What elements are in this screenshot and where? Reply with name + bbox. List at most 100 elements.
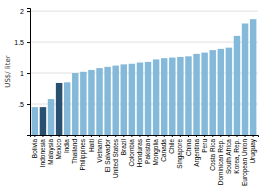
bar [185,56,191,135]
x-tick-label: European Union [241,139,249,186]
x-tick-mark [164,135,165,137]
x-tick: Thailand [71,135,78,164]
bar [32,107,38,135]
bar [137,63,143,135]
bars [32,19,257,135]
x-tick-label: Costa Rica [209,139,216,171]
x-tick-mark [123,135,124,137]
x-tick-label: Philippines [79,138,87,170]
bar [145,62,151,135]
x-tick-mark [236,135,237,137]
x-tick-mark [156,135,157,137]
bar [234,36,240,135]
bar [129,64,135,135]
x-tick: Honduras [136,135,143,167]
x-tick: Colombia [128,135,135,166]
x-axis: BoliviaIndonesiaMalaysiaMexicoIndiaThail… [31,135,259,186]
x-tick-label: United States [112,138,119,178]
x-tick-mark [228,135,229,137]
x-tick: Mongolia [152,135,160,165]
bar [250,19,256,135]
bar [218,49,224,135]
x-tick: Canada [160,135,167,162]
x-tick-label: Brazil [120,138,127,155]
x-tick-label: Thailand [71,139,78,164]
x-tick-label: El Salvador [104,138,111,172]
y-tick-mark [27,11,30,12]
x-tick-label: Bolivia [31,139,38,159]
x-tick-mark [42,135,43,137]
x-tick: European Union [241,135,249,186]
x-tick-mark [172,135,173,137]
bar [104,67,110,135]
bar [40,107,46,135]
bar [209,50,215,135]
x-tick-label: Chile [168,139,175,154]
bar [48,99,54,135]
x-tick-mark [204,135,205,137]
x-tick-mark [83,135,84,137]
x-tick: China [185,135,192,156]
x-tick-label: Mexico [55,139,62,160]
y-tick-mark [27,42,30,43]
y-tick-mark [27,73,30,74]
x-tick-label: Honduras [136,138,143,167]
y-tick-label: 1 [20,70,24,77]
x-tick: Indonesia [39,135,46,167]
x-tick-mark [180,135,181,137]
x-tick-label: Colombia [128,139,135,167]
x-tick: Brazil [120,135,127,155]
x-tick: Bolivia [31,135,38,158]
bar [169,58,175,135]
x-tick-mark [220,135,221,137]
x-tick-label: South Africa [225,139,232,174]
x-tick-label: Peru [201,139,208,153]
x-tick-label: Mongolia [152,139,160,166]
x-tick: Philippines [79,135,87,170]
x-tick: South Africa [225,135,232,174]
x-tick: Chile [168,135,175,154]
y-tick-label: 1.5 [14,39,24,46]
x-tick: India [63,135,70,153]
bar [226,48,232,135]
x-tick-mark [99,135,100,137]
x-tick-mark [188,135,189,137]
x-tick-mark [196,135,197,137]
x-tick-label: Indonesia [39,139,46,168]
y-tick: .5 [18,101,30,108]
y-tick-mark [27,104,30,105]
x-tick-mark [148,135,149,137]
bar [112,66,118,135]
bar [153,59,159,135]
bar [201,53,207,135]
y-tick: 2 [20,8,30,15]
x-tick-label: Haiti [88,139,95,152]
x-tick-label: India [63,139,70,153]
x-tick: Singapore [176,135,184,169]
x-tick-mark [139,135,140,137]
x-tick-mark [34,135,35,137]
x-tick-label: Uruguay [249,138,257,163]
x-axis-line [31,136,259,138]
x-tick-label: China [185,139,192,156]
bar [96,68,102,135]
bar [72,73,78,135]
x-tick-mark [131,135,132,137]
bar [80,72,86,135]
x-tick-mark [59,135,60,137]
x-tick: Malaysia [47,135,55,165]
grid-line [30,11,258,12]
x-tick-label: Singapore [176,139,184,169]
plot: BoliviaIndonesiaMalaysiaMexicoIndiaThail… [14,8,258,186]
x-tick-label: Dominican Rep. [217,139,225,185]
grid-line [30,42,258,43]
x-tick: Vietnam [96,135,103,163]
x-tick-label: Vietnam [96,139,103,163]
y-tick-label: 2 [20,8,24,15]
x-tick-mark [115,135,116,137]
y-axis: .5 1 1.5 2 [14,8,30,136]
y-tick: 1 [20,70,30,77]
chart: BoliviaIndonesiaMalaysiaMexicoIndiaThail… [0,0,263,191]
x-tick: El Salvador [104,135,111,172]
y-tick-label: .5 [18,101,24,108]
